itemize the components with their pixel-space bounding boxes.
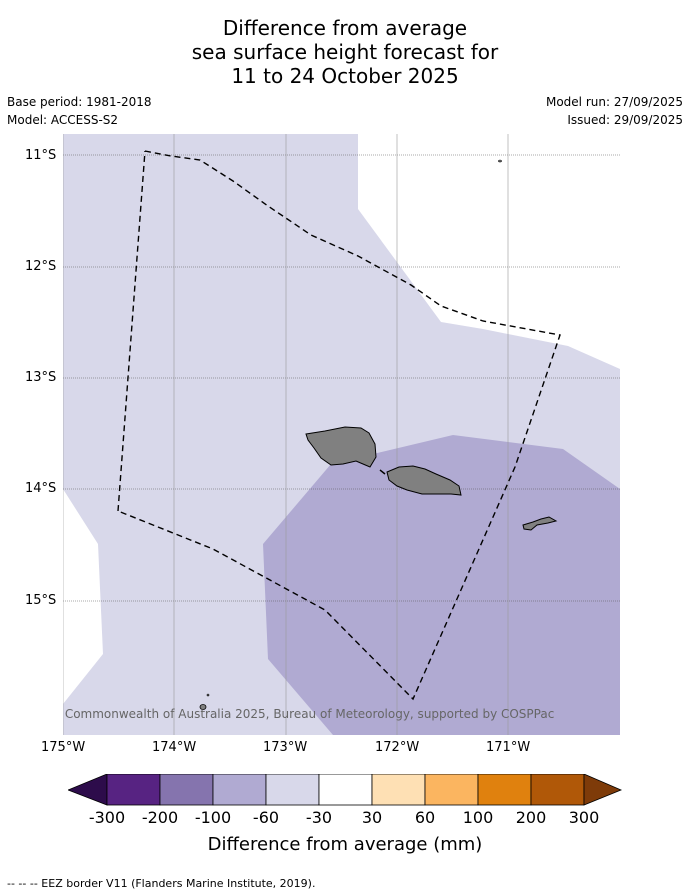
colorbar-extend-max [583,774,623,806]
lat-label-11s: 11°S [25,148,57,163]
colorbar-segment-5 [318,774,373,806]
islet-apolima [379,469,386,475]
colorbar-tick: -300 [88,808,126,827]
lat-label-14s: 14°S [25,481,57,496]
colorbar-tick: -200 [141,808,179,827]
eez-border-line-west [117,150,146,512]
lon-label-172w: 172°W [375,740,420,755]
colorbar-segment-9 [530,774,585,806]
island-savaii [305,426,377,468]
colorbar-segment-1 [106,774,161,806]
colorbar-tick: 300 [568,808,600,827]
lon-label-173w: 173°W [263,740,308,755]
colorbar [68,774,623,806]
colorbar-tick: -100 [194,808,232,827]
islet-north [498,159,502,163]
islet-southwest [199,704,207,710]
title-line-2: sea surface height forecast for [191,40,499,64]
lon-label-174w: 174°W [152,740,197,755]
colorbar-segment-2 [159,774,214,806]
base-period-text: Base period: 1981-2018 [7,95,152,109]
map-gridlines [63,134,620,735]
eez-border-line [117,150,561,701]
lat-label-15s: 15°S [25,593,57,608]
colorbar-tick: 60 [414,808,436,827]
colorbar-label: Difference from average (mm) [207,834,483,855]
colorbar-tick: 200 [515,808,547,827]
lat-label-13s: 13°S [25,370,57,385]
eez-legend-text: -- -- -- EEZ border V11 (Flanders Marine… [7,877,316,890]
colorbar-tick: -60 [252,808,280,827]
title-line-1: Difference from average [222,16,468,40]
colorbar-tick: 30 [361,808,383,827]
model-run-text: Model run: 27/09/2025 [545,95,683,109]
lat-label-12s: 12°S [25,259,57,274]
island-upolu [386,465,462,496]
island-tutuila [522,516,558,531]
copyright-credit: © Commonwealth of Australia 2025, Bureau… [63,707,554,721]
colorbar-tick: -30 [305,808,333,827]
colorbar-segment-8 [477,774,532,806]
islet-southwest-2 [206,693,210,697]
colorbar-extend-min [68,774,108,806]
colorbar-segment-7 [424,774,479,806]
colorbar-segment-3 [212,774,267,806]
colorbar-segment-4 [265,774,320,806]
lon-label-175w: 175°W [41,740,86,755]
colorbar-tick: 100 [462,808,494,827]
title-line-3: 11 to 24 October 2025 [231,64,459,88]
sea-level-map: © Commonwealth of Australia 2025, Bureau… [63,134,620,735]
colorbar-segment-6 [371,774,426,806]
issued-text: Issued: 29/09/2025 [567,113,683,127]
lon-label-171w: 171°W [486,740,531,755]
anomaly-region-minus60 [263,435,620,735]
model-text: Model: ACCESS-S2 [7,113,119,127]
